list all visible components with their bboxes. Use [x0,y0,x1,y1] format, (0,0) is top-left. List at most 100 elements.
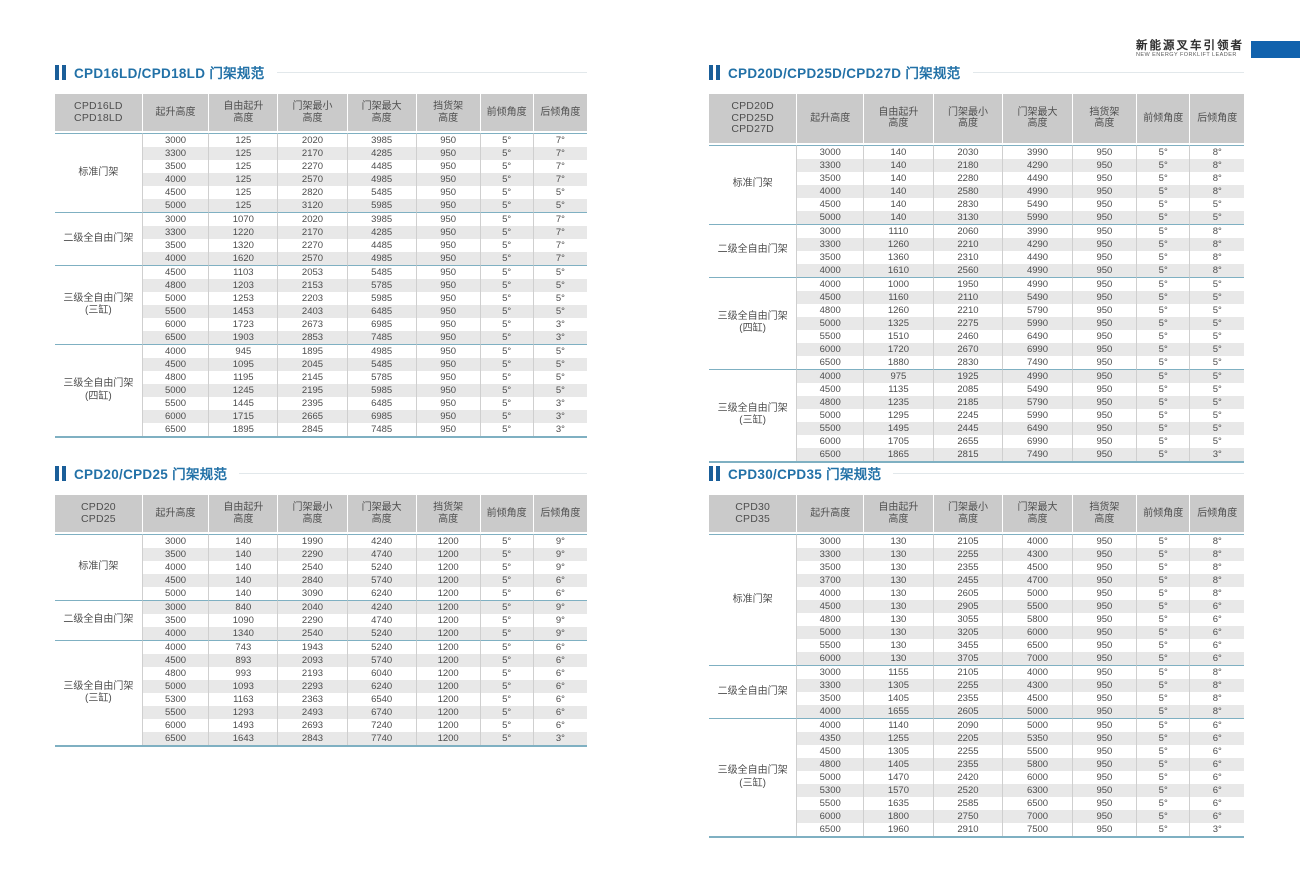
column-header: 挡货架 高度 [416,94,481,133]
spec-cell: 7° [555,240,565,251]
spec-cell: 5° [481,239,534,252]
spec-cell: 4990 [1003,263,1073,277]
spec-cell: 125 [209,186,279,199]
spec-cell: 950 [1073,587,1137,600]
spec-cell: 7° [533,133,587,147]
column-header: 前倾角度 [480,495,534,534]
spec-cell: 5° [481,160,534,173]
spec-cell: 1895 [278,344,348,358]
table-row: 5000 140 3130 5990 950 5° 5° [709,210,1244,224]
spec-cell: 3000 [142,133,210,147]
table-row: 4000 1655 2605 5000 950 5° 8° [709,705,1244,718]
spec-cell: 3455 [934,639,1004,652]
spec-cell: 5490 [1003,197,1073,211]
spec-cell: 950 [1072,732,1137,745]
spec-cell: 2210 [934,303,1004,317]
spec-cell: 6° [1212,614,1222,625]
spec-cell: 5° [481,693,534,706]
spec-cell: 5° [1212,383,1222,395]
spec-cell: 5990 [1003,408,1073,422]
spec-cell: 5000 [1003,705,1073,718]
spec-cell: 950 [416,410,481,423]
spec-cell: 6490 [1003,329,1073,343]
spec-cell: 130 [864,534,934,548]
spec-cell: 6000 [143,318,210,331]
column-header: 门架最大 高度 [347,495,417,534]
spec-cell: 8° [1190,534,1244,548]
table-wrapper: CPD30 CPD35 起升高度 自由起升 高度 门架最小 高度 门架最大 高度 挡货架 高度 前倾角… [709,495,1244,838]
spec-cell: 6° [555,720,565,731]
spec-cell: 4990 [1003,184,1073,198]
spec-cell: 2270 [278,160,348,173]
table-row: 三级全自由门架 (四缸) 4000 945 1895 4985 950 5° 5° [55,344,587,436]
spec-cell: 1135 [864,382,934,396]
spec-cell: 5000 [142,384,210,397]
spec-cell: 950 [416,133,481,147]
spec-cell: 6485 [348,397,417,410]
spec-cell: 2053 [278,265,348,279]
spec-cell: 6040 [348,667,417,680]
spec-cell: 5985 [347,199,417,212]
spec-cell: 5790 [1003,395,1073,409]
spec-cell: 4300 [1003,548,1073,561]
spec-cell: 4000 [797,184,865,198]
spec-cell: 5° [1137,797,1191,810]
spec-cell: 950 [1073,303,1137,317]
column-header: 前倾角度 [480,94,534,133]
spec-cell: 6° [533,574,587,587]
spec-cell: 4800 [797,758,865,771]
spec-cell: 2670 [933,342,1004,356]
spec-cell: 5500 [142,706,210,719]
spec-cell: 1160 [864,290,934,304]
spec-cell: 950 [416,331,481,344]
spec-cell: 950 [1072,600,1137,613]
mast-type-label: 标准门架 [709,144,798,224]
spec-cell: 2245 [934,408,1004,422]
spec-cell: 950 [1073,171,1137,185]
spec-cell: 1405 [864,692,934,705]
spec-cell: 2170 [278,226,348,239]
spec-cell: 5° [480,173,534,186]
spec-cell: 945 [209,344,279,358]
spec-cell: 4000 [142,173,210,186]
spec-cell: 2110 [933,290,1004,304]
spec-cell: 5° [555,187,565,198]
spec-cell: 4000 [142,252,210,265]
spec-cell: 5° [533,344,587,358]
table-row: 4800 1260 2210 5790 950 5° 5° [709,303,1244,317]
spec-cell: 3090 [278,587,348,600]
spec-cell: 950 [1073,197,1137,211]
spec-cell: 2355 [934,561,1004,574]
spec-cell: 5° [480,574,534,587]
spec-cell: 3000 [797,223,865,238]
spec-cell: 5° [1136,276,1191,291]
spec-cell: 5° [1136,158,1191,172]
spec-cell: 5° [1137,382,1191,396]
spec-cell: 5° [1136,210,1191,224]
spec-cell: 4000 [797,587,865,600]
spec-cell: 3500 [797,250,865,264]
spec-cell: 1245 [209,384,279,397]
spec-cell: 5990 [1003,210,1073,224]
spec-cell: 950 [1072,784,1137,797]
spec-cell: 3° [533,732,587,745]
model-header: CPD20 CPD25 [55,495,143,534]
spec-cell: 5° [480,199,534,212]
table-row: 3300 1220 2170 4285 950 5° 7° [55,226,587,239]
table-row: 3500 1360 2310 4490 950 5° 8° [709,250,1244,264]
spec-cell: 5° [480,344,534,358]
mast-type-label: 二级全自由门架 [55,600,143,640]
spec-cell: 3000 [797,534,865,548]
spec-cell: 5° [533,384,587,397]
spec-cell: 1903 [209,331,279,344]
table-row: 4800 1203 2153 5785 950 5° 5° [55,279,587,292]
table-row: 3300 130 2255 4300 950 5° 8° [709,548,1244,561]
spec-cell: 2040 [278,600,348,614]
spec-cell: 1093 [209,680,279,693]
spec-cell: 1453 [209,305,279,318]
table-row: 4500 1305 2255 5500 950 5° 6° [709,745,1244,758]
table-row: 5000 125 3120 5985 950 5° 5° [55,199,587,212]
column-header: 自由起升 高度 [864,495,934,534]
spec-cell: 5790 [1003,303,1073,317]
